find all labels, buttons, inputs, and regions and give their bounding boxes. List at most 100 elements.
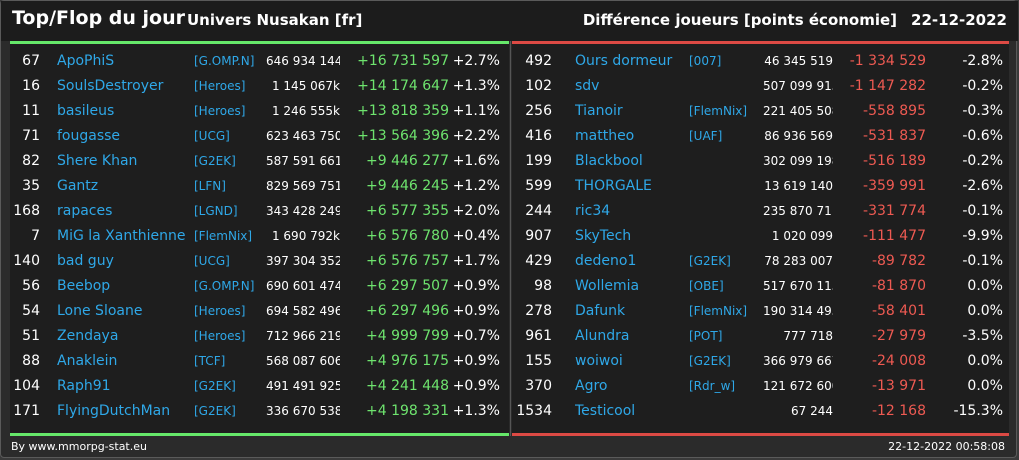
player-points: 78 283 007 bbox=[764, 254, 833, 268]
percent-change: -9.9% bbox=[962, 228, 1003, 244]
player-name-link[interactable]: Gantz bbox=[57, 178, 99, 194]
player-name-link[interactable]: Dafunk bbox=[575, 303, 626, 319]
player-name-link[interactable]: mattheo bbox=[575, 128, 635, 144]
percent-change: 0.0% bbox=[967, 378, 1003, 394]
player-rank: 82 bbox=[22, 153, 40, 169]
alliance-tag-link[interactable]: [G2EK] bbox=[689, 354, 731, 368]
panel-divider bbox=[510, 41, 511, 436]
points-difference: +6 297 507 bbox=[366, 278, 449, 294]
server-name: Univers Nusakan [fr] bbox=[187, 11, 363, 29]
player-name-link[interactable]: Ours dormeur bbox=[575, 53, 673, 69]
alliance-tag-link[interactable]: [OBE] bbox=[689, 279, 724, 293]
player-points: 343 428 249 bbox=[266, 204, 340, 218]
table-row: 88 Anaklein [TCF] 568 087 606 +4 976 175 +0.9… bbox=[10, 349, 509, 374]
alliance-tag-link[interactable]: [FlemNix] bbox=[689, 104, 748, 118]
alliance-tag-link[interactable]: [UCG] bbox=[194, 254, 230, 268]
percent-change: -0.6% bbox=[962, 128, 1003, 144]
percent-change: +0.9% bbox=[452, 303, 500, 319]
player-name-link[interactable]: ric34 bbox=[575, 203, 611, 219]
player-rank: 599 bbox=[525, 178, 552, 194]
table-row: 244 ric34 235 870 711 -331 774 -0.1% bbox=[512, 199, 1009, 224]
percent-change: +1.2% bbox=[452, 178, 500, 194]
player-name-link[interactable]: sdv bbox=[575, 78, 600, 94]
alliance-tag-link[interactable]: [Heroes] bbox=[194, 79, 246, 93]
player-name-link[interactable]: SoulsDestroyer bbox=[57, 78, 164, 94]
player-name-link[interactable]: rapaces bbox=[57, 203, 113, 219]
player-points: 623 463 750 bbox=[266, 129, 340, 143]
player-name-link[interactable]: SkyTech bbox=[575, 228, 632, 244]
alliance-tag-link[interactable]: [G.OMP.N] bbox=[194, 279, 255, 293]
player-points: 336 670 538 bbox=[266, 404, 340, 418]
points-difference: +13 818 359 bbox=[357, 103, 449, 119]
player-rank: 88 bbox=[22, 353, 40, 369]
player-name-link[interactable]: basileus bbox=[57, 103, 115, 119]
player-name-link[interactable]: Agro bbox=[575, 378, 608, 394]
player-name-link[interactable]: Tianoir bbox=[575, 103, 623, 119]
player-name-link[interactable]: Zendaya bbox=[57, 328, 119, 344]
alliance-tag-link[interactable]: [G2EK] bbox=[689, 254, 731, 268]
player-name-link[interactable]: Blackbool bbox=[575, 153, 643, 169]
page-title: Top/Flop du jour bbox=[12, 7, 185, 29]
alliance-tag-link[interactable]: [POT] bbox=[689, 329, 723, 343]
alliance-tag-link[interactable]: [Heroes] bbox=[194, 329, 246, 343]
player-name-link[interactable]: Alundra bbox=[575, 328, 630, 344]
table-row: 51 Zendaya [Heroes] 712 966 219 +4 999 799 +0… bbox=[10, 324, 509, 349]
player-name-link[interactable]: Anaklein bbox=[57, 353, 118, 369]
player-name-link[interactable]: Shere Khan bbox=[57, 153, 138, 169]
player-name-link[interactable]: Wollemia bbox=[575, 278, 640, 294]
player-points: 587 591 661 bbox=[266, 154, 340, 168]
player-name-link[interactable]: Testicool bbox=[575, 403, 636, 419]
alliance-tag-link[interactable]: [G2EK] bbox=[194, 379, 236, 393]
alliance-tag-link[interactable]: [FlemNix] bbox=[194, 229, 253, 243]
player-name-link[interactable]: FlyingDutchMan bbox=[57, 403, 171, 419]
player-points: 712 966 219 bbox=[266, 329, 340, 343]
percent-change: +1.7% bbox=[452, 253, 500, 269]
alliance-tag-link[interactable]: [FlemNix] bbox=[689, 304, 748, 318]
player-name-link[interactable]: Raph91 bbox=[57, 378, 111, 394]
alliance-tag-link[interactable]: [UCG] bbox=[194, 129, 230, 143]
alliance-tag-link[interactable]: [UAF] bbox=[689, 129, 723, 143]
alliance-tag-link[interactable]: [TCF] bbox=[194, 354, 226, 368]
points-difference: +14 174 647 bbox=[357, 78, 449, 94]
player-rank: 35 bbox=[22, 178, 40, 194]
player-points: 829 569 751 bbox=[266, 179, 340, 193]
player-name-link[interactable]: ApoPhiS bbox=[57, 53, 115, 69]
alliance-tag-link[interactable]: [Heroes] bbox=[194, 304, 246, 318]
player-name-link[interactable]: Lone Sloane bbox=[57, 303, 143, 319]
alliance-tag-link[interactable]: [G.OMP.N] bbox=[194, 54, 255, 68]
alliance-tag-link[interactable]: [G2EK] bbox=[194, 154, 236, 168]
player-name-link[interactable]: MiG la Xanthienne bbox=[57, 228, 186, 244]
table-row: 416 mattheo [UAF] 86 936 569 -531 837 -0.6% bbox=[512, 124, 1009, 149]
player-name-link[interactable]: bad guy bbox=[57, 253, 114, 269]
percent-change: -3.5% bbox=[962, 328, 1003, 344]
player-name-link[interactable]: THORGALE bbox=[575, 178, 652, 194]
player-name-link[interactable]: fougasse bbox=[57, 128, 121, 144]
table-row: 71 fougasse [UCG] 623 463 750 +13 564 396 +2.… bbox=[10, 124, 509, 149]
header-date: 22-12-2022 bbox=[911, 11, 1007, 29]
table-row: 1534 Testicool 67 244 -12 168 -15.3% bbox=[512, 399, 1009, 424]
player-rank: 11 bbox=[22, 103, 40, 119]
percent-change: 0.0% bbox=[967, 353, 1003, 369]
percent-change: +2.7% bbox=[452, 53, 500, 69]
alliance-tag-link[interactable]: [LGND] bbox=[194, 204, 238, 218]
alliance-tag-link[interactable]: [007] bbox=[689, 54, 722, 68]
alliance-tag-link[interactable]: [Rdr_w] bbox=[689, 379, 736, 393]
player-points: 777 718 bbox=[783, 329, 833, 343]
table-row: 599 THORGALE 13 619 140 -359 991 -2.6% bbox=[512, 174, 1009, 199]
alliance-tag-link[interactable]: [G2EK] bbox=[194, 404, 236, 418]
player-name-link[interactable]: Beebop bbox=[57, 278, 111, 294]
percent-change: 0.0% bbox=[967, 278, 1003, 294]
player-rank: 104 bbox=[13, 378, 40, 394]
player-rank: 98 bbox=[534, 278, 552, 294]
alliance-tag-link[interactable]: [Heroes] bbox=[194, 104, 246, 118]
player-name-link[interactable]: woiwoi bbox=[575, 353, 623, 369]
percent-change: +0.9% bbox=[452, 353, 500, 369]
player-points: 67 244 bbox=[791, 404, 833, 418]
player-name-link[interactable]: dedeno1 bbox=[575, 253, 637, 269]
alliance-tag-link[interactable]: [LFN] bbox=[194, 179, 226, 193]
table-row: 907 SkyTech 1 020 099 -111 477 -9.9% bbox=[512, 224, 1009, 249]
percent-change: +1.1% bbox=[452, 103, 500, 119]
table-row: 82 Shere Khan [G2EK] 587 591 661 +9 446 277 +… bbox=[10, 149, 509, 174]
percent-change: -0.1% bbox=[962, 203, 1003, 219]
percent-change: -0.3% bbox=[962, 103, 1003, 119]
